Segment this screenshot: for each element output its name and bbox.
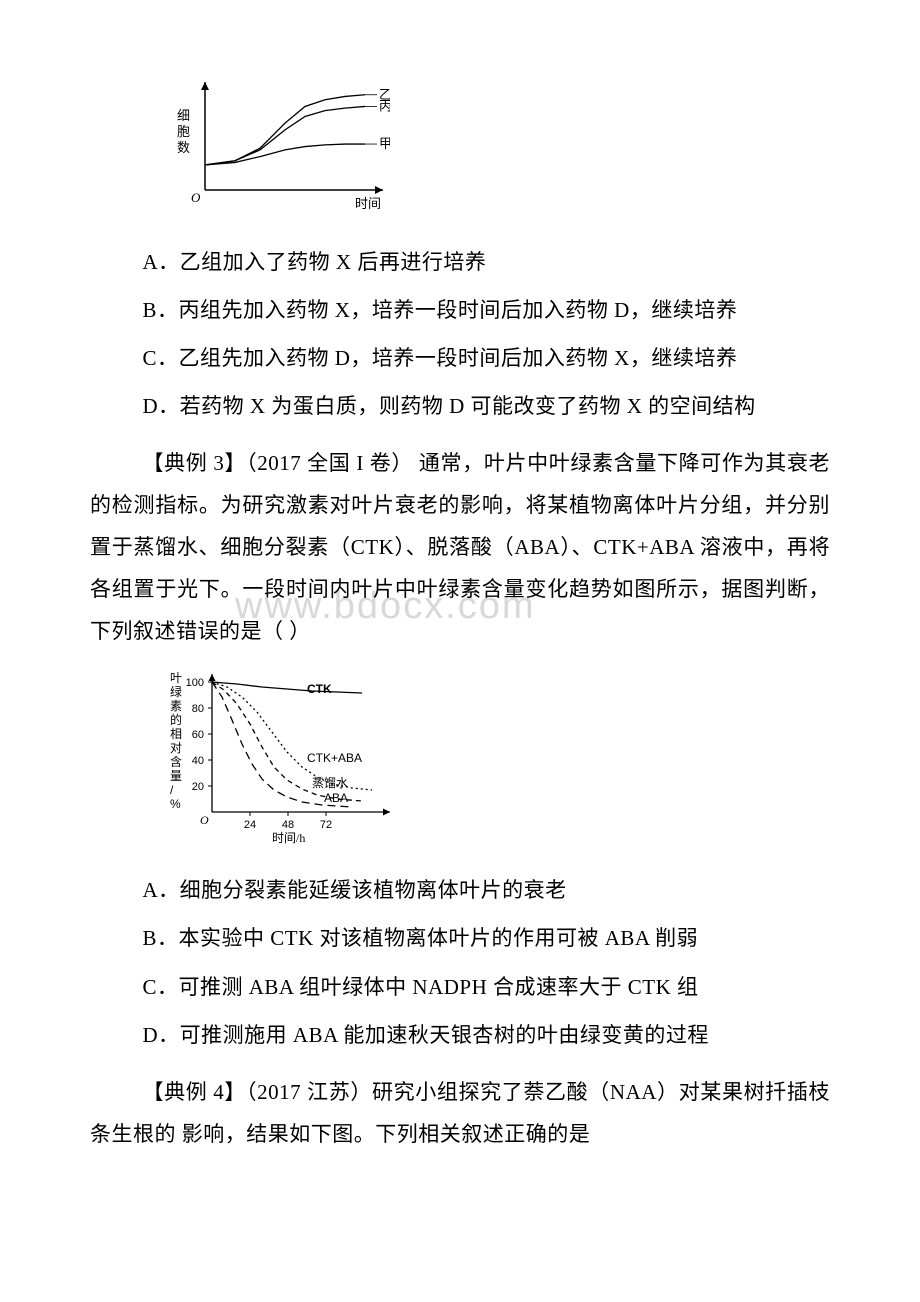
svg-text:O: O <box>200 813 209 827</box>
svg-text:相: 相 <box>170 727 182 741</box>
svg-text:量: 量 <box>170 769 182 783</box>
svg-text:/: / <box>170 783 174 797</box>
svg-text:ABA: ABA <box>324 791 348 805</box>
svg-text:甲组: 甲组 <box>379 136 390 151</box>
svg-text:蒸馏水: 蒸馏水 <box>312 776 348 790</box>
svg-text:80: 80 <box>192 703 204 715</box>
option-3C: C．可推测 ABA 组叶绿体中 NADPH 合成速率大于 CTK 组 <box>90 965 830 1009</box>
option-3D: D．可推测施用 ABA 能加速秋天银杏树的叶由绿变黄的过程 <box>90 1013 830 1057</box>
svg-text:24: 24 <box>244 819 256 831</box>
svg-text:CTK+ABA: CTK+ABA <box>307 751 362 765</box>
svg-text:胞: 胞 <box>177 124 190 139</box>
svg-text:数: 数 <box>177 140 190 155</box>
svg-text:时间: 时间 <box>355 196 381 211</box>
svg-text:20: 20 <box>192 781 204 793</box>
svg-text:对: 对 <box>170 741 182 755</box>
svg-text:60: 60 <box>192 729 204 741</box>
svg-text:素: 素 <box>170 699 182 713</box>
svg-text:40: 40 <box>192 755 204 767</box>
svg-text:的: 的 <box>170 712 182 727</box>
option-1A: A．乙组加入了药物 X 后再进行培养 <box>90 240 830 284</box>
svg-text:含: 含 <box>170 754 182 769</box>
svg-text:%: % <box>170 797 181 811</box>
chart1-container: 细胞数时间O 乙组丙组甲组 <box>150 70 830 220</box>
chart2-container: 20 40 60 80 100 24 48 72 时间/h 叶绿素的相对含量/% O CTK CTK+… <box>150 662 830 852</box>
svg-text:O: O <box>191 190 201 205</box>
svg-text:100: 100 <box>186 677 204 689</box>
svg-text:绿: 绿 <box>170 684 182 699</box>
svg-text:48: 48 <box>282 819 294 831</box>
option-3A: A．细胞分裂素能延缓该植物离体叶片的衰老 <box>90 868 830 912</box>
svg-text:细: 细 <box>177 108 190 123</box>
chart1-svg: 细胞数时间O 乙组丙组甲组 <box>150 70 390 220</box>
option-3B: B．本实验中 CTK 对该植物离体叶片的作用可被 ABA 削弱 <box>90 916 830 960</box>
svg-text:72: 72 <box>320 819 332 831</box>
svg-text:叶: 叶 <box>170 671 182 685</box>
example3-para: 【典例 3】（2017 全国 I 卷） 通常，叶片中叶绿素含量下降可作为其衰老的… <box>90 442 830 652</box>
chart2-svg: 20 40 60 80 100 24 48 72 时间/h 叶绿素的相对含量/% O CTK CTK+… <box>150 662 400 847</box>
example4-para: 【典例 4】（2017 江苏）研究小组探究了萘乙酸（NAA）对某果树扦插枝条生根… <box>90 1071 830 1155</box>
svg-text:CTK: CTK <box>307 682 332 696</box>
option-1B: B．丙组先加入药物 X，培养一段时间后加入药物 D，继续培养 <box>90 288 830 332</box>
svg-text:丙组: 丙组 <box>379 98 390 113</box>
svg-text:时间/h: 时间/h <box>272 831 305 845</box>
option-1D: D．若药物 X 为蛋白质，则药物 D 可能改变了药物 X 的空间结构 <box>90 384 830 428</box>
option-1C: C．乙组先加入药物 D，培养一段时间后加入药物 X，继续培养 <box>90 336 830 380</box>
